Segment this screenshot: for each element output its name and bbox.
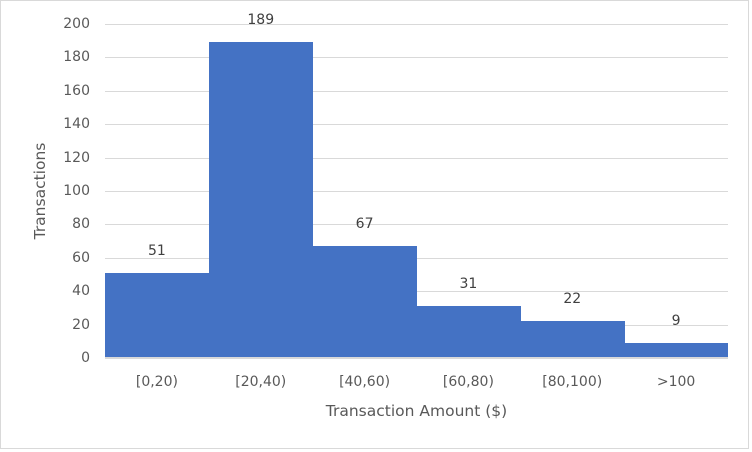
y-axis-ticks: 0 20 40 60 80 100 120 140 160 180 200 — [50, 16, 90, 366]
y-tick-label: 140 — [63, 116, 90, 133]
y-tick-label: 160 — [63, 82, 90, 99]
data-label: 22 — [563, 291, 582, 308]
data-label: 189 — [247, 12, 275, 29]
x-tick-label: >100 — [656, 374, 696, 390]
y-tick-label: 40 — [72, 283, 90, 300]
y-tick-label: 100 — [63, 183, 90, 199]
data-label: 51 — [148, 242, 166, 259]
y-tick-label: 0 — [81, 350, 90, 366]
y-axis-title: Transactions — [31, 142, 49, 240]
gridline — [105, 57, 728, 59]
y-tick-label: 180 — [63, 49, 90, 66]
gridline — [105, 90, 728, 92]
y-tick-label: 80 — [72, 216, 90, 233]
histogram-bar[interactable] — [105, 272, 210, 358]
x-axis-title: Transaction Amount ($) — [325, 402, 508, 420]
histogram-bar[interactable] — [208, 42, 314, 358]
histogram-bar[interactable] — [624, 342, 729, 358]
y-tick-label: 120 — [63, 149, 90, 166]
data-label: 67 — [355, 216, 374, 233]
x-tick-label: [20,40) — [235, 374, 287, 390]
gridline — [105, 191, 728, 192]
x-tick-label: [40,60) — [339, 374, 391, 390]
x-tick-label: [80,100) — [542, 374, 603, 390]
y-tick-label: 60 — [72, 249, 90, 266]
data-label: 9 — [671, 312, 681, 329]
plot-area — [105, 24, 729, 358]
histogram-bar[interactable] — [520, 321, 625, 358]
gridline — [105, 24, 728, 25]
x-axis-line — [105, 357, 728, 359]
histogram-bar[interactable] — [416, 306, 521, 358]
gridline — [105, 224, 728, 226]
gridline — [105, 157, 728, 159]
y-tick-label: 200 — [63, 16, 90, 32]
data-label: 31 — [459, 276, 478, 293]
x-tick-label: [0,20) — [135, 374, 178, 390]
gridline — [105, 124, 728, 126]
y-tick-label: 20 — [72, 316, 90, 333]
histogram-bar[interactable] — [312, 246, 417, 358]
x-tick-label: [60,80) — [442, 374, 494, 390]
